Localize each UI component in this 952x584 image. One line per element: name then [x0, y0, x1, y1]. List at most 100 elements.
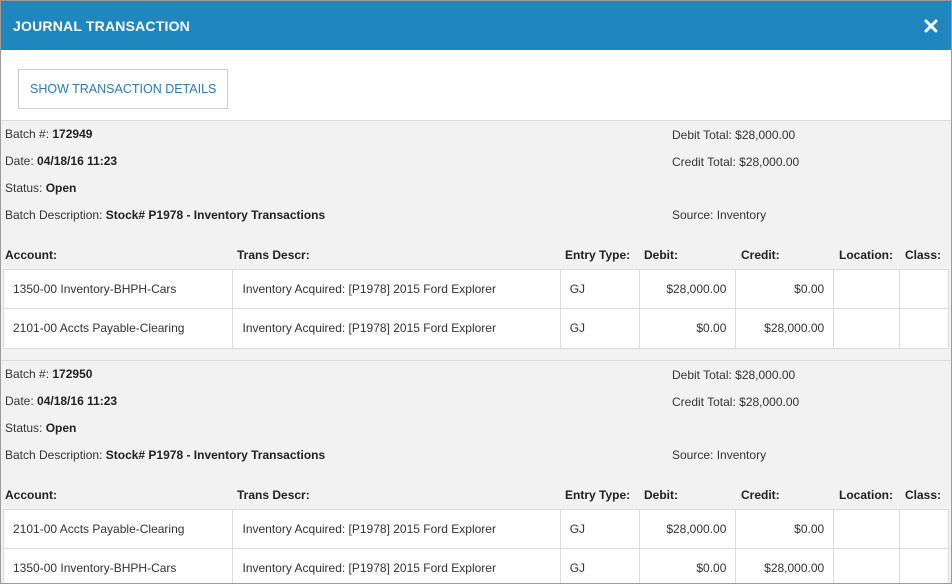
class-cell	[900, 510, 948, 548]
source-label: Source:	[672, 208, 714, 222]
column-location: Location:	[839, 488, 893, 502]
batch-number-line: Batch #: 172950	[5, 361, 325, 388]
source-value: Inventory	[716, 208, 767, 222]
credit-total-line: Credit Total: $28,000.00	[672, 389, 799, 416]
date-label: Date:	[5, 394, 34, 408]
status-value: Open	[45, 421, 77, 435]
account-cell: 1350-00 Inventory-BHPH-Cars	[4, 270, 234, 308]
show-transaction-details-button[interactable]: SHOW TRANSACTION DETAILS	[18, 69, 229, 109]
entry-type-cell: GJ	[561, 549, 640, 583]
credit-total-label: Credit Total:	[672, 155, 736, 169]
table-header: Account: Trans Descr: Entry Type: Debit:…	[1, 481, 951, 509]
column-entry-type: Entry Type:	[565, 248, 631, 262]
entry-type-cell: GJ	[561, 510, 640, 548]
batch-number-value: 172950	[52, 367, 93, 381]
class-cell	[900, 549, 948, 583]
description-value: Stock# P1978 - Inventory Transactions	[105, 448, 326, 462]
date-line: Date: 04/18/16 11:23	[5, 148, 325, 175]
status-label: Status:	[5, 421, 43, 435]
credit-total-value: $28,000.00	[739, 155, 800, 169]
batch-info: Batch #: 172949 Date: 04/18/16 11:23 Sta…	[5, 121, 325, 229]
batch-number-label: Batch #:	[5, 127, 50, 141]
column-account: Account:	[5, 248, 57, 262]
source-line: Source: Inventory	[672, 442, 799, 469]
column-account: Account:	[5, 488, 57, 502]
debit-cell: $28,000.00	[640, 510, 737, 548]
source-line: Source: Inventory	[672, 202, 799, 229]
class-cell	[900, 309, 948, 348]
date-label: Date:	[5, 154, 34, 168]
status-line: Status: Open	[5, 175, 325, 202]
source-label: Source:	[672, 448, 714, 462]
column-location: Location:	[839, 248, 893, 262]
debit-total-value: $28,000.00	[735, 128, 796, 142]
status-value: Open	[45, 181, 77, 195]
location-cell	[834, 510, 901, 548]
description-line: Batch Description: Stock# P1978 - Invent…	[5, 202, 325, 229]
source-value: Inventory	[716, 448, 767, 462]
column-debit: Debit:	[644, 488, 678, 502]
toolbar: SHOW TRANSACTION DETAILS	[1, 50, 951, 121]
transaction-table: 1350-00 Inventory-BHPH-Cars Inventory Ac…	[3, 269, 949, 349]
descr-cell: Inventory Acquired: [P1978] 2015 Ford Ex…	[233, 510, 561, 548]
date-line: Date: 04/18/16 11:23	[5, 388, 325, 415]
account-cell: 1350-00 Inventory-BHPH-Cars	[4, 549, 234, 583]
table-row[interactable]: 1350-00 Inventory-BHPH-Cars Inventory Ac…	[3, 269, 949, 309]
debit-total-value: $28,000.00	[735, 368, 796, 382]
table-row[interactable]: 2101-00 Accts Payable-Clearing Inventory…	[3, 309, 949, 349]
column-trans-descr: Trans Descr:	[237, 248, 310, 262]
date-value: 04/18/16 11:23	[37, 154, 118, 168]
credit-total-line: Credit Total: $28,000.00	[672, 149, 799, 176]
class-cell	[900, 270, 948, 308]
debit-total-label: Debit Total:	[672, 128, 732, 142]
modal-header: JOURNAL TRANSACTION	[1, 1, 951, 50]
descr-cell: Inventory Acquired: [P1978] 2015 Ford Ex…	[233, 270, 561, 308]
batch-totals: Debit Total: $28,000.00 Credit Total: $2…	[672, 122, 799, 229]
close-icon[interactable]	[923, 18, 939, 34]
batch-number-line: Batch #: 172949	[5, 121, 325, 148]
debit-cell: $28,000.00	[640, 270, 737, 308]
batch-info: Batch #: 172950 Date: 04/18/16 11:23 Sta…	[5, 361, 325, 469]
descr-cell: Inventory Acquired: [P1978] 2015 Ford Ex…	[233, 309, 561, 348]
debit-total-line: Debit Total: $28,000.00	[672, 362, 799, 389]
entry-type-cell: GJ	[561, 270, 640, 308]
entry-type-cell: GJ	[561, 309, 640, 348]
column-debit: Debit:	[644, 248, 678, 262]
credit-total-value: $28,000.00	[739, 395, 800, 409]
location-cell	[834, 549, 901, 583]
table-row[interactable]: 2101-00 Accts Payable-Clearing Inventory…	[3, 509, 949, 549]
description-value: Stock# P1978 - Inventory Transactions	[105, 208, 326, 222]
status-line: Status: Open	[5, 415, 325, 442]
batch-number-value: 172949	[52, 127, 93, 141]
debit-cell: $0.00	[640, 549, 737, 583]
column-entry-type: Entry Type:	[565, 488, 631, 502]
column-trans-descr: Trans Descr:	[237, 488, 310, 502]
table-header: Account: Trans Descr: Entry Type: Debit:…	[1, 241, 951, 269]
transaction-table: 2101-00 Accts Payable-Clearing Inventory…	[3, 509, 949, 583]
debit-total-line: Debit Total: $28,000.00	[672, 122, 799, 149]
batch-section: Batch #: 172950 Date: 04/18/16 11:23 Sta…	[1, 360, 951, 583]
batch-totals: Debit Total: $28,000.00 Credit Total: $2…	[672, 362, 799, 469]
credit-cell: $0.00	[736, 510, 835, 548]
description-label: Batch Description:	[5, 208, 103, 222]
debit-cell: $0.00	[640, 309, 737, 348]
credit-cell: $0.00	[736, 270, 835, 308]
status-label: Status:	[5, 181, 43, 195]
credit-cell: $28,000.00	[736, 549, 835, 583]
account-cell: 2101-00 Accts Payable-Clearing	[4, 510, 234, 548]
description-line: Batch Description: Stock# P1978 - Invent…	[5, 442, 325, 469]
column-credit: Credit:	[741, 248, 780, 262]
descr-cell: Inventory Acquired: [P1978] 2015 Ford Ex…	[233, 549, 561, 583]
column-class: Class:	[905, 488, 942, 502]
batch-number-label: Batch #:	[5, 367, 50, 381]
column-class: Class:	[905, 248, 942, 262]
location-cell	[834, 270, 901, 308]
credit-total-label: Credit Total:	[672, 395, 736, 409]
account-cell: 2101-00 Accts Payable-Clearing	[4, 309, 234, 348]
credit-cell: $28,000.00	[736, 309, 835, 348]
column-credit: Credit:	[741, 488, 780, 502]
batch-section: Batch #: 172949 Date: 04/18/16 11:23 Sta…	[1, 121, 951, 360]
table-row[interactable]: 1350-00 Inventory-BHPH-Cars Inventory Ac…	[3, 549, 949, 583]
location-cell	[834, 309, 901, 348]
